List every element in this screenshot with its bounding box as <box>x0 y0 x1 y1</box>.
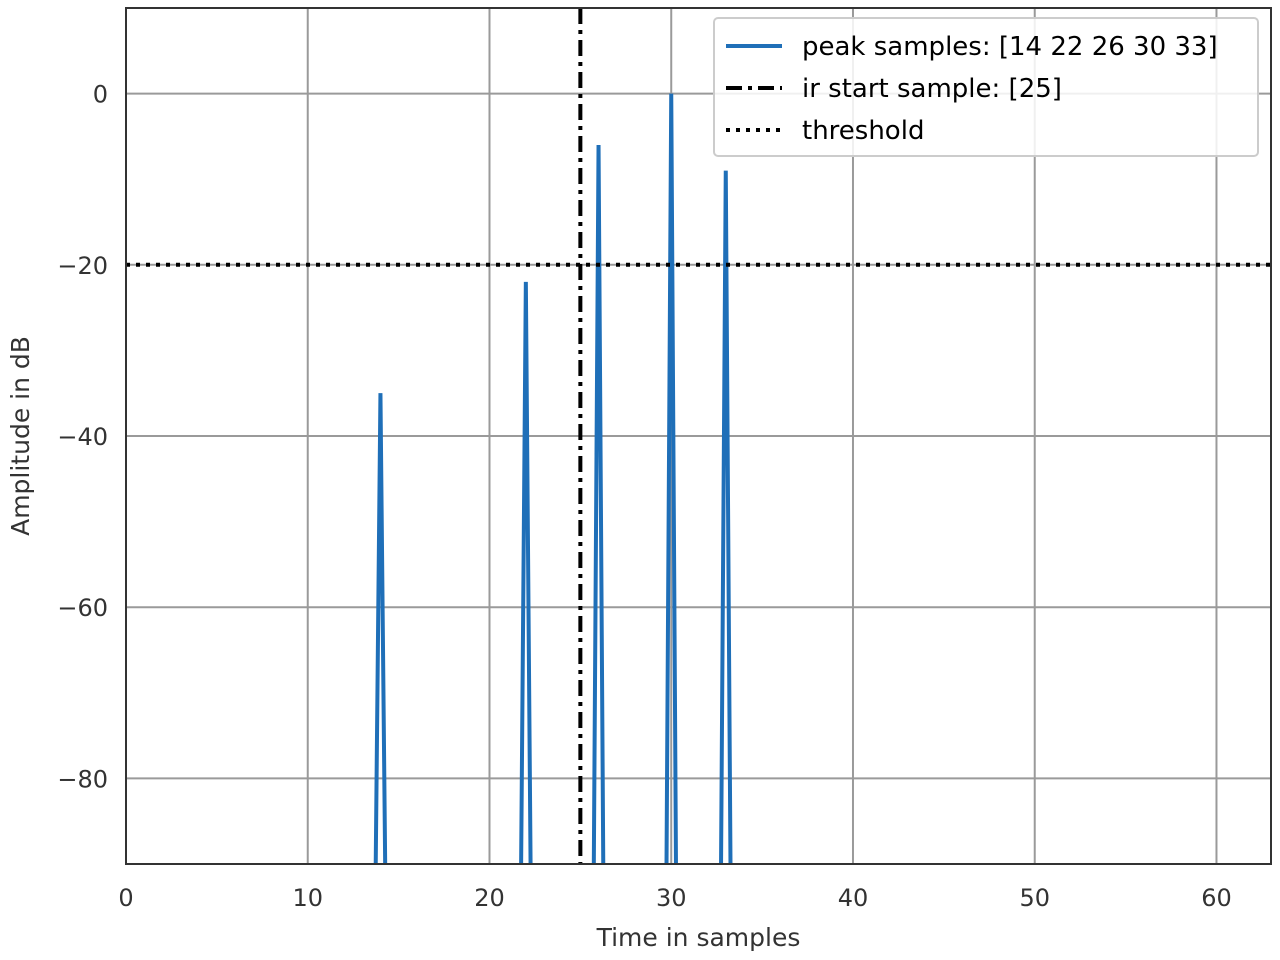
peak-spike <box>373 393 388 865</box>
y-tick-label: −20 <box>57 252 108 280</box>
peak-spike <box>519 281 533 865</box>
x-tick-label: 40 <box>838 884 869 912</box>
legend-box <box>713 17 1259 157</box>
peak-spike <box>664 93 678 865</box>
peak-spike <box>591 144 606 865</box>
legend: peak samples: [14 22 26 30 33] ir start s… <box>713 17 1259 157</box>
y-axis-label: Amplitude in dB <box>6 336 35 536</box>
y-tick-label: −60 <box>57 594 108 622</box>
x-tick-label: 50 <box>1019 884 1050 912</box>
ticks: 0 10 20 30 40 50 60 0 −20 −40 −60 −80 <box>57 81 1231 912</box>
plot-frame <box>125 7 1272 865</box>
y-tick-label: −80 <box>57 765 108 793</box>
x-tick-label: 0 <box>118 884 133 912</box>
x-tick-label: 10 <box>292 884 323 912</box>
peak-spike <box>719 170 733 865</box>
x-tick-label: 60 <box>1201 884 1232 912</box>
x-tick-label: 20 <box>474 884 505 912</box>
legend-label: threshold <box>802 116 924 146</box>
legend-label: ir start sample: [25] <box>802 74 1062 104</box>
y-tick-label: −40 <box>57 423 108 451</box>
y-tick-label: 0 <box>93 81 108 109</box>
legend-label: peak samples: [14 22 26 30 33] <box>802 32 1218 62</box>
x-tick-label: 30 <box>656 884 687 912</box>
x-axis-label: Time in samples <box>596 923 801 952</box>
peak-series <box>373 93 733 865</box>
series-layer <box>126 8 1271 865</box>
